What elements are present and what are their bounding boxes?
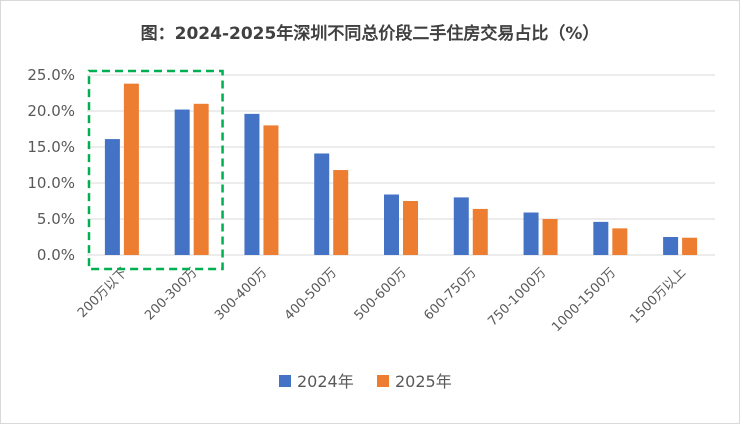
chart-title: 图：2024-2025年深圳不同总价段二手住房交易占比（%） (140, 24, 600, 44)
bar-series2 (403, 201, 418, 255)
y-tick-label: 0.0% (37, 246, 75, 264)
x-tick-label: 1500万以上 (627, 265, 689, 327)
bar-series1 (174, 109, 190, 255)
bar-series2 (682, 237, 698, 255)
x-tick-label: 750-1000万 (485, 265, 549, 329)
legend-label: 2025年 (395, 372, 452, 391)
y-tick-label: 5.0% (37, 210, 75, 228)
bar-series2 (612, 228, 628, 255)
y-tick-label: 10.0% (27, 174, 75, 192)
bar-series1 (314, 153, 330, 255)
y-tick-label: 15.0% (27, 138, 75, 156)
bar-series2 (542, 219, 558, 255)
bar-series2 (123, 83, 139, 255)
legend-label: 2024年 (297, 372, 354, 391)
highlight-box (87, 69, 224, 271)
bar-series2 (263, 125, 279, 256)
bar-series1 (593, 221, 609, 255)
bar-series2 (333, 170, 349, 255)
y-tick-label: 25.0% (27, 66, 75, 84)
x-tick-label: 500-600万 (352, 265, 410, 323)
x-tick-label: 200万以下 (75, 265, 131, 321)
bar-series1 (104, 139, 120, 255)
x-tick-label: 400-500万 (282, 265, 340, 323)
legend-swatch (279, 375, 291, 387)
x-tick-label: 300-400万 (212, 265, 270, 323)
x-tick-label: 200-300万 (142, 265, 200, 323)
bar-series2 (193, 103, 209, 255)
x-tick-label: 600-750万 (421, 265, 479, 323)
bar-series1 (523, 212, 539, 255)
y-tick-label: 20.0% (27, 102, 75, 120)
bar-series1 (453, 197, 469, 255)
bar-series1 (244, 113, 260, 255)
bar-series1 (384, 194, 399, 255)
bar-series2 (472, 208, 488, 255)
x-tick-label: 1000-1500万 (549, 265, 619, 335)
bar-series1 (663, 237, 679, 255)
legend-swatch (377, 375, 389, 387)
